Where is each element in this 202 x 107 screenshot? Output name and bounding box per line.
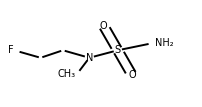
Text: NH₂: NH₂ [155,38,173,48]
Text: S: S [114,45,120,55]
Text: O: O [127,70,135,80]
Text: CH₃: CH₃ [58,69,76,79]
Text: N: N [85,53,93,63]
Text: F: F [7,45,13,55]
Text: O: O [99,21,107,31]
